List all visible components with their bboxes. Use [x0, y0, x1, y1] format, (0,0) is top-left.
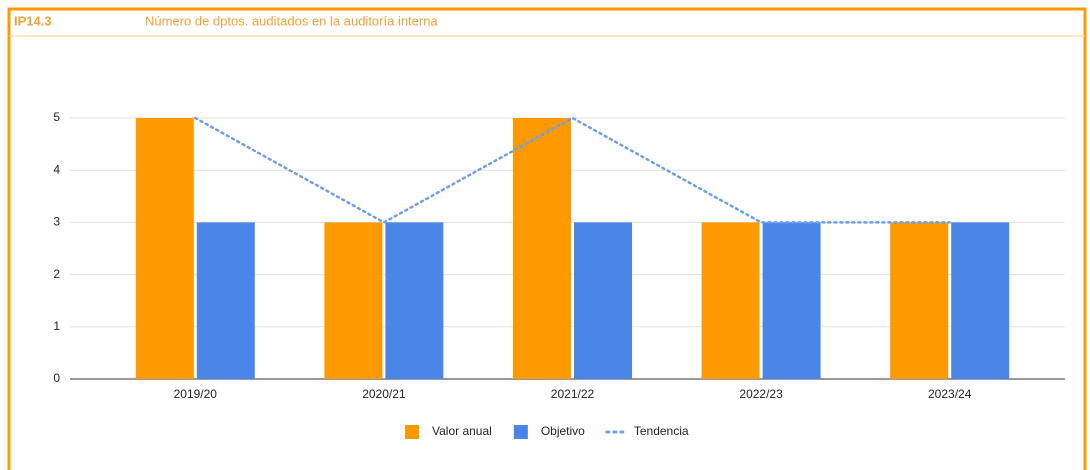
x-tick-label: 2023/24 — [928, 387, 972, 401]
bar — [385, 222, 444, 379]
frame — [7, 7, 1087, 470]
legend-swatch — [513, 425, 528, 439]
y-tick-label: 3 — [53, 215, 60, 229]
x-tick-label: 2019/20 — [174, 387, 218, 401]
x-tick-label: 2022/23 — [739, 387, 783, 401]
bar — [701, 222, 760, 379]
bar — [951, 222, 1010, 379]
bar — [324, 222, 383, 379]
trend-line — [194, 116, 951, 224]
legend-label: Valor anual — [432, 424, 492, 438]
y-tick-label: 0 — [53, 371, 60, 385]
x-tick-label: 2020/21 — [362, 387, 406, 401]
bar — [890, 222, 949, 379]
x-tick-label: 2021/22 — [551, 387, 595, 401]
chart-title: Número de dptos. auditados en la auditor… — [145, 13, 438, 28]
indicator-code: IP14.3 — [14, 13, 52, 28]
legend-swatch — [405, 425, 419, 439]
bar — [574, 222, 632, 379]
bar — [762, 222, 821, 379]
y-tick-label: 5 — [53, 110, 60, 124]
y-tick-label: 4 — [53, 162, 60, 176]
legend-label: Tendencia — [634, 424, 689, 438]
bar — [513, 118, 571, 379]
bar — [196, 222, 255, 379]
y-tick-label: 1 — [53, 319, 60, 333]
bar — [135, 118, 194, 379]
legend-label: Objetivo — [541, 424, 585, 438]
y-tick-label: 2 — [53, 267, 60, 281]
